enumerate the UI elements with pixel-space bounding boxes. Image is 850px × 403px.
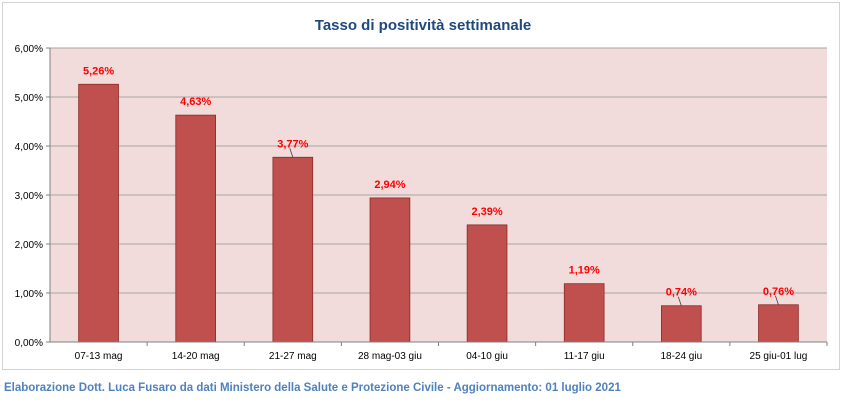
bar xyxy=(78,83,119,343)
y-tick-label: 3,00% xyxy=(15,191,43,202)
x-tick-label: 04-10 giu xyxy=(466,351,508,362)
chart-title: Tasso di positività settimanale xyxy=(315,17,531,34)
y-tick-label: 1,00% xyxy=(15,289,43,300)
bars xyxy=(78,83,799,343)
x-axis-labels: 07-13 mag 14-20 mag 21-27 mag 28 mag-03 giu… xyxy=(50,341,828,362)
x-tick-label: 18-24 giu xyxy=(660,351,702,362)
bar xyxy=(272,156,314,343)
bar xyxy=(369,197,411,343)
data-label: 2,94% xyxy=(374,179,405,191)
x-tick-label: 14-20 mag xyxy=(172,351,220,362)
data-labels: 5,26% 4,63% 3,77% 2,94% 2,39% 1,19% 0,74% 0,76% xyxy=(83,65,794,306)
data-label: 2,39% xyxy=(471,206,502,218)
x-tick-label: 07-13 mag xyxy=(75,351,123,362)
data-label: 1,19% xyxy=(569,265,600,277)
y-tick-label: 5,00% xyxy=(15,93,43,104)
x-tick-label: 11-17 giu xyxy=(564,351,605,362)
bar xyxy=(758,304,799,343)
bar-chart: Tasso di positività settimanale 0,00% 1,0… xyxy=(15,17,828,362)
data-label-leader xyxy=(775,295,779,305)
y-axis-ticks: 0,00% 1,00% 2,00% 3,00% 4,00% 5,00% 6,00% xyxy=(15,44,51,349)
y-tick-label: 6,00% xyxy=(15,44,43,55)
bar xyxy=(175,114,216,343)
footer-credit: Elaborazione Dott. Luca Fusaro da dati M… xyxy=(4,382,621,394)
data-label: 3,77% xyxy=(277,138,308,150)
y-tick-label: 4,00% xyxy=(15,142,43,153)
data-label-leader xyxy=(677,296,682,306)
x-tick-label: 21-27 mag xyxy=(269,351,317,362)
bar xyxy=(563,283,605,343)
data-label-leader xyxy=(289,148,294,158)
data-label: 4,63% xyxy=(180,96,211,108)
data-label: 0,74% xyxy=(666,287,697,299)
data-label: 5,26% xyxy=(83,65,114,77)
data-label: 0,76% xyxy=(763,286,794,298)
x-tick-label: 28 mag-03 giu xyxy=(358,351,422,362)
y-tick-label: 0,00% xyxy=(15,338,43,349)
bar xyxy=(661,305,702,343)
y-tick-label: 2,00% xyxy=(15,240,43,251)
bar xyxy=(466,224,508,343)
x-tick-label: 25 giu-01 lug xyxy=(750,351,808,362)
chart-frame: Tasso di positività settimanale 0,00% 1,0… xyxy=(2,2,840,370)
